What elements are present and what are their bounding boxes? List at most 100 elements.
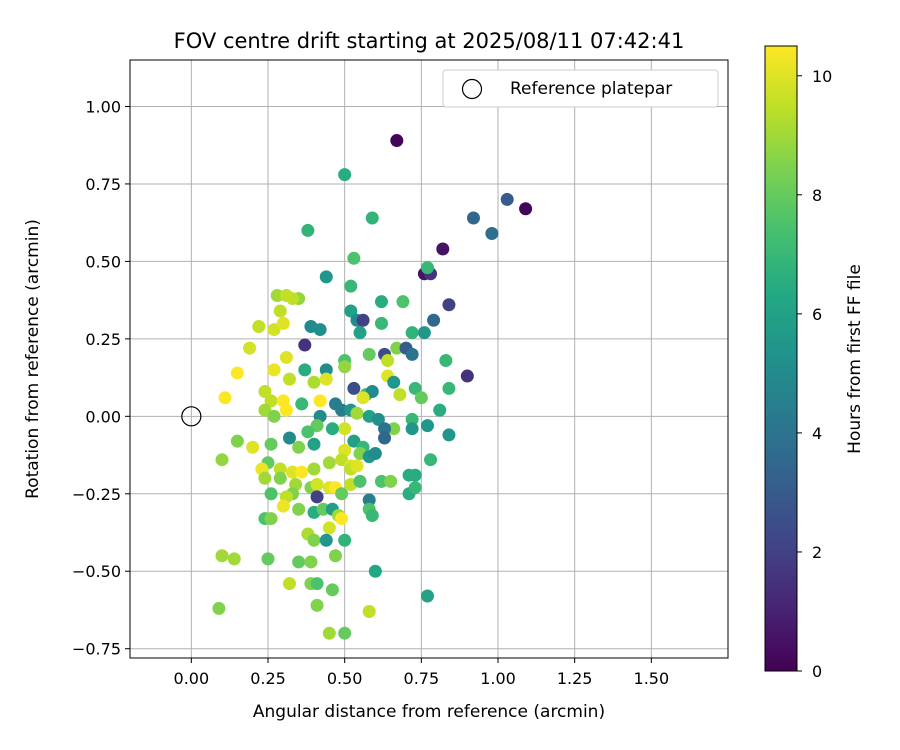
data-point bbox=[295, 465, 309, 479]
data-point bbox=[374, 474, 388, 488]
data-point bbox=[310, 598, 324, 612]
chart-title: FOV centre drift starting at 2025/08/11 … bbox=[174, 29, 685, 53]
data-point bbox=[335, 403, 349, 417]
data-point bbox=[310, 577, 324, 591]
data-point bbox=[273, 471, 287, 485]
data-point bbox=[313, 394, 327, 408]
colorbar-tick-label: 2 bbox=[812, 543, 822, 562]
data-point bbox=[405, 347, 419, 361]
data-point bbox=[301, 223, 315, 237]
y-tick-label: 0.75 bbox=[85, 175, 121, 194]
data-point bbox=[414, 391, 428, 405]
data-point bbox=[405, 412, 419, 426]
data-point bbox=[218, 391, 232, 405]
data-point bbox=[338, 626, 352, 640]
data-point bbox=[307, 375, 321, 389]
x-axis-label: Angular distance from reference (arcmin) bbox=[253, 702, 605, 722]
data-point bbox=[322, 521, 336, 535]
data-point bbox=[408, 481, 422, 495]
data-point bbox=[325, 583, 339, 597]
data-point bbox=[442, 298, 456, 312]
data-point bbox=[273, 304, 287, 318]
data-point bbox=[378, 431, 392, 445]
data-point bbox=[350, 406, 364, 420]
data-point bbox=[230, 434, 244, 448]
data-point bbox=[273, 462, 287, 476]
x-tick-label: 0.25 bbox=[250, 669, 286, 688]
data-point bbox=[227, 552, 241, 566]
data-point bbox=[433, 403, 447, 417]
data-point bbox=[427, 313, 441, 327]
y-tick-label: −0.50 bbox=[72, 562, 121, 581]
data-point bbox=[286, 465, 300, 479]
data-point bbox=[347, 381, 361, 395]
legend: Reference platepar bbox=[442, 69, 719, 108]
data-point bbox=[301, 425, 315, 439]
x-tick-label: 1.00 bbox=[480, 669, 516, 688]
data-point bbox=[347, 434, 361, 448]
data-point bbox=[258, 385, 272, 399]
data-point bbox=[258, 471, 272, 485]
data-point bbox=[350, 459, 364, 473]
y-tick-label: −0.75 bbox=[72, 640, 121, 659]
data-point bbox=[485, 227, 499, 241]
colorbar-tick-label: 0 bbox=[812, 662, 822, 681]
data-point bbox=[365, 211, 379, 225]
data-point bbox=[390, 341, 404, 355]
data-point bbox=[362, 493, 376, 507]
data-point bbox=[319, 270, 333, 284]
x-tick-label: 1.50 bbox=[634, 669, 670, 688]
data-point bbox=[384, 474, 398, 488]
colorbar-ticks: 0 2 4 6 8 10 bbox=[797, 67, 832, 681]
data-point bbox=[374, 316, 388, 330]
data-point bbox=[362, 347, 376, 361]
data-point bbox=[292, 555, 306, 569]
y-tick-label: −0.25 bbox=[72, 485, 121, 504]
data-point bbox=[319, 363, 333, 377]
data-point bbox=[390, 134, 404, 148]
data-point bbox=[307, 462, 321, 476]
data-point bbox=[344, 279, 358, 293]
data-point bbox=[519, 202, 533, 216]
data-point bbox=[298, 338, 312, 352]
data-point bbox=[276, 316, 290, 330]
data-point bbox=[264, 487, 278, 501]
data-point bbox=[362, 605, 376, 619]
data-point bbox=[420, 261, 434, 275]
y-axis-ticks: −0.75 −0.50 −0.25 0.00 0.25 0.50 0.75 1.00 bbox=[72, 97, 130, 659]
scatter-points bbox=[212, 134, 533, 640]
data-point bbox=[264, 512, 278, 526]
data-point bbox=[368, 447, 382, 461]
data-point bbox=[405, 422, 419, 436]
data-point bbox=[282, 577, 296, 591]
x-tick-label: 0.75 bbox=[404, 669, 440, 688]
data-point bbox=[307, 437, 321, 451]
x-axis-ticks: 0.00 0.25 0.50 0.75 1.00 1.25 1.50 bbox=[174, 658, 670, 688]
data-point bbox=[264, 394, 278, 408]
y-tick-label: 1.00 bbox=[85, 97, 121, 116]
data-point bbox=[356, 391, 370, 405]
data-point bbox=[319, 372, 333, 386]
data-point bbox=[279, 350, 293, 364]
data-point bbox=[387, 375, 401, 389]
data-point bbox=[307, 533, 321, 547]
data-point bbox=[335, 453, 349, 467]
y-axis-label: Rotation from reference (arcmin) bbox=[23, 219, 43, 499]
data-point bbox=[381, 354, 395, 368]
data-point bbox=[374, 295, 388, 309]
data-point bbox=[356, 313, 370, 327]
data-point bbox=[304, 555, 318, 569]
data-point bbox=[310, 419, 324, 433]
legend-label: Reference platepar bbox=[510, 79, 672, 99]
x-tick-label: 0.00 bbox=[174, 669, 210, 688]
data-point bbox=[500, 192, 514, 206]
legend-box bbox=[442, 69, 719, 108]
data-point bbox=[258, 403, 272, 417]
data-point bbox=[420, 419, 434, 433]
data-point bbox=[439, 354, 453, 368]
data-point bbox=[408, 468, 422, 482]
data-point bbox=[322, 456, 336, 470]
data-point bbox=[243, 341, 257, 355]
data-point bbox=[298, 363, 312, 377]
data-point bbox=[279, 403, 293, 417]
